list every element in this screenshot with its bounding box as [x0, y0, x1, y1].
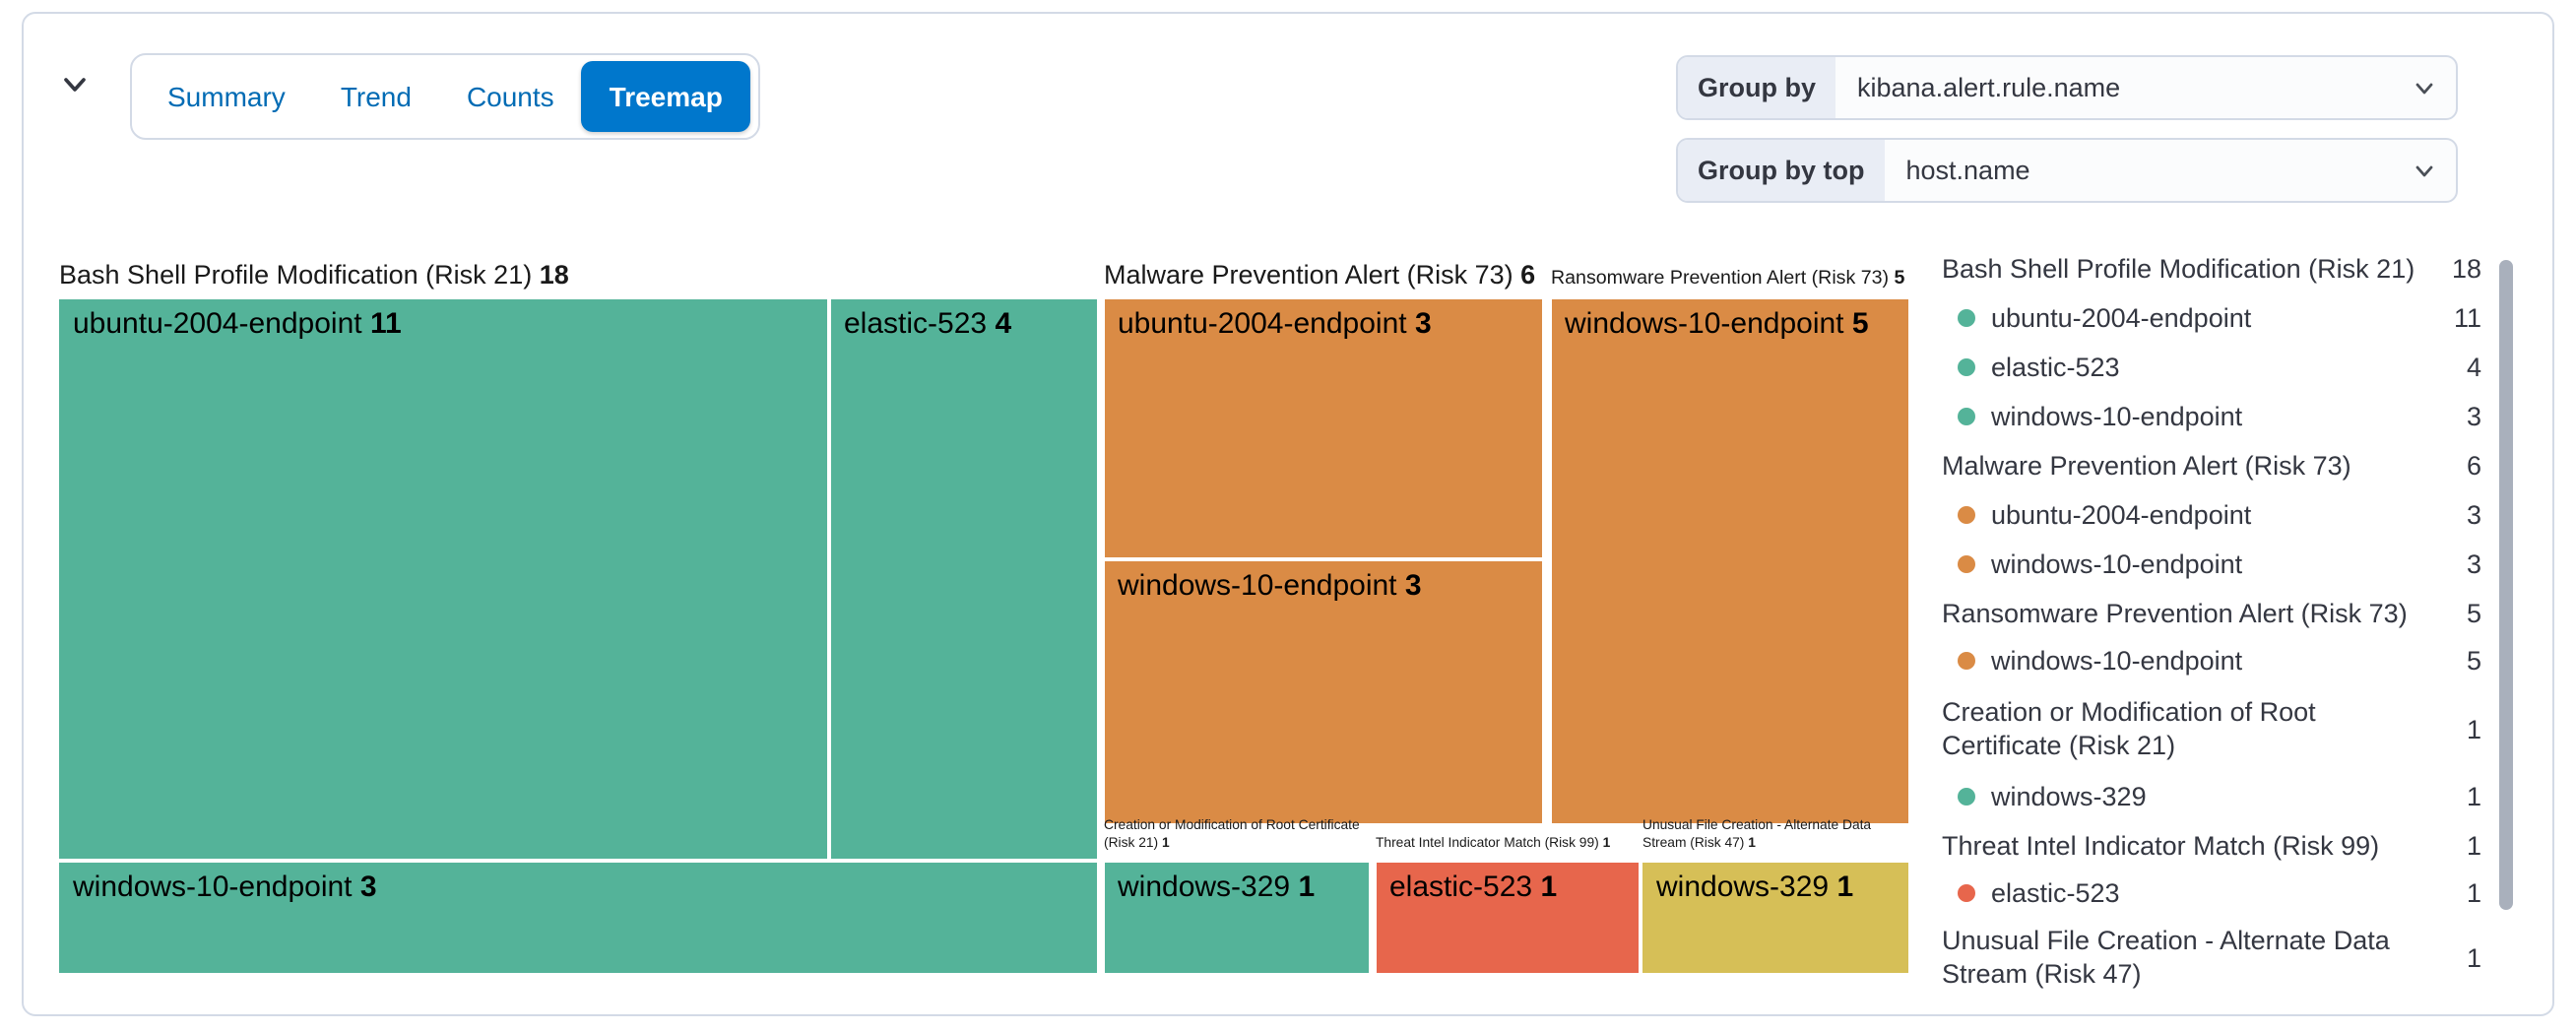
chevron-down-icon: [64, 78, 86, 92]
view-selector-button-group: Summary Trend Counts Treemap: [130, 53, 760, 140]
treemap-box[interactable]: windows-329 1: [1642, 863, 1908, 973]
legend-item-label[interactable]: elastic-523: [1991, 878, 2120, 908]
legend-item-label[interactable]: windows-10-endpoint: [1991, 646, 2243, 676]
treemap-box-label: windows-10-endpoint 5: [1565, 307, 1869, 341]
legend-item-label[interactable]: Threat Intel Indicator Match (Risk 99): [1942, 830, 2380, 860]
treemap-box[interactable]: windows-10-endpoint 3: [1104, 560, 1541, 823]
tab-counts[interactable]: Counts: [466, 81, 554, 112]
treemap-group-header: Creation or Modification of Root Certifi…: [1104, 819, 1360, 852]
legend-item-label[interactable]: Malware Prevention Alert (Risk 73): [1942, 451, 2351, 481]
treemap-box-label: ubuntu-2004-endpoint 11: [73, 307, 402, 341]
legend-item-count: 3: [2466, 402, 2481, 431]
legend-host-row: elastic-523 1: [1942, 869, 2481, 918]
chevron-down-icon: [2413, 57, 2456, 118]
legend-item-label[interactable]: windows-329: [1991, 782, 2147, 811]
legend-dot-icon: [1958, 309, 1975, 327]
legend-item-label[interactable]: Bash Shell Profile Modification (Risk 21…: [1942, 253, 2415, 283]
treemap-box[interactable]: windows-329 1: [1104, 863, 1369, 973]
legend-dot-icon: [1958, 408, 1975, 425]
legend-dot-icon: [1958, 506, 1975, 524]
legend-host-row: elastic-523 4: [1942, 343, 2481, 392]
group-by-value: kibana.alert.rule.name: [1857, 73, 2121, 102]
legend-item-count: 1: [2466, 714, 2481, 743]
legend-rule-row: Bash Shell Profile Modification (Risk 21…: [1942, 242, 2481, 293]
legend-rule-row: Creation or Modification of Root Certifi…: [1942, 685, 2481, 772]
legend-item-count: 1: [2466, 830, 2481, 860]
group-by-select[interactable]: Group by kibana.alert.rule.name: [1676, 55, 2458, 120]
legend-rule-row: Unusual File Creation - Alternate Data S…: [1942, 918, 2481, 997]
treemap-group-header: Unusual File Creation - Alternate Data S…: [1642, 819, 1872, 852]
tab-trend[interactable]: Trend: [340, 81, 412, 112]
treemap-box[interactable]: ubuntu-2004-endpoint 11: [59, 299, 827, 859]
treemap-box-label: windows-329 1: [1656, 871, 1854, 904]
chevron-down-icon: [2413, 140, 2456, 201]
treemap-box-label: elastic-523 4: [844, 307, 1012, 341]
legend-item-label[interactable]: Ransomware Prevention Alert (Risk 73): [1942, 598, 2408, 627]
legend-item-count: 5: [2466, 646, 2481, 676]
legend-dot-icon: [1958, 652, 1975, 670]
group-by-top-select[interactable]: Group by top host.name: [1676, 138, 2458, 203]
treemap-group-header: Bash Shell Profile Modification (Risk 21…: [59, 260, 569, 290]
treemap-box[interactable]: ubuntu-2004-endpoint 3: [1104, 299, 1541, 557]
treemap-group-header: Malware Prevention Alert (Risk 73) 6: [1104, 260, 1536, 290]
legend-item-count: 1: [2466, 942, 2481, 972]
legend-rule-row: Ransomware Prevention Alert (Risk 73) 5: [1942, 589, 2481, 636]
group-by-label: Group by: [1678, 57, 1835, 118]
treemap-box-label: windows-10-endpoint 3: [73, 871, 377, 904]
legend-rule-row: Threat Intel Indicator Match (Risk 99) 1: [1942, 821, 2481, 869]
treemap-box-label: elastic-523 1: [1389, 871, 1558, 904]
legend-item-count: 18: [2451, 253, 2481, 283]
legend-item-count: 1: [2466, 878, 2481, 908]
legend-item-label[interactable]: Creation or Modification of Root Certifi…: [1942, 697, 2316, 760]
group-by-top-label: Group by top: [1678, 140, 1885, 201]
legend-dot-icon: [1958, 358, 1975, 376]
legend-dot-icon: [1958, 884, 1975, 902]
legend-item-label[interactable]: Unusual File Creation - Alternate Data S…: [1942, 926, 2390, 989]
tab-summary[interactable]: Summary: [167, 81, 286, 112]
legend-item-count: 6: [2466, 451, 2481, 481]
legend-item-count: 3: [2466, 500, 2481, 530]
legend-host-row: windows-329 1: [1942, 772, 2481, 821]
treemap-box[interactable]: elastic-523 1: [1376, 863, 1638, 973]
legend-host-row: windows-10-endpoint 3: [1942, 392, 2481, 441]
legend-item-count: 4: [2466, 353, 2481, 382]
treemap-group-header: Ransomware Prevention Alert (Risk 73) 5: [1551, 268, 1905, 290]
legend-item-count: 1: [2466, 782, 2481, 811]
legend-dot-icon: [1958, 555, 1975, 573]
treemap-box[interactable]: windows-10-endpoint 3: [59, 863, 1096, 973]
group-by-top-value: host.name: [1905, 156, 2030, 185]
legend-item-label[interactable]: elastic-523: [1991, 353, 2120, 382]
legend-host-row: windows-10-endpoint 3: [1942, 540, 2481, 589]
legend-item-label[interactable]: windows-10-endpoint: [1991, 402, 2243, 431]
legend-dot-icon: [1958, 788, 1975, 806]
legend-item-label[interactable]: windows-10-endpoint: [1991, 549, 2243, 579]
treemap-group-header: Threat Intel Indicator Match (Risk 99) 1: [1376, 837, 1611, 852]
legend-scrollbar[interactable]: [2499, 260, 2513, 910]
legend-item-count: 5: [2466, 598, 2481, 627]
legend-rule-row: Malware Prevention Alert (Risk 73) 6: [1942, 441, 2481, 490]
treemap-box-label: ubuntu-2004-endpoint 3: [1118, 307, 1432, 341]
treemap-box-label: windows-329 1: [1118, 871, 1316, 904]
treemap-box-label: windows-10-endpoint 3: [1118, 568, 1422, 602]
legend-item-count: 3: [2466, 549, 2481, 579]
legend-item-label[interactable]: ubuntu-2004-endpoint: [1991, 500, 2252, 530]
legend-host-row: ubuntu-2004-endpoint 11: [1942, 293, 2481, 343]
legend-item-label[interactable]: ubuntu-2004-endpoint: [1991, 303, 2252, 333]
treemap-box[interactable]: windows-10-endpoint 5: [1551, 299, 1908, 823]
treemap-box[interactable]: elastic-523 4: [830, 299, 1096, 859]
legend-host-row: ubuntu-2004-endpoint 3: [1942, 490, 2481, 540]
collapse-section-button[interactable]: [55, 65, 95, 104]
treemap-legend: Bash Shell Profile Modification (Risk 21…: [1942, 242, 2481, 997]
legend-host-row: windows-10-endpoint 5: [1942, 636, 2481, 685]
legend-item-count: 11: [2453, 303, 2481, 333]
tab-treemap[interactable]: Treemap: [581, 61, 750, 132]
